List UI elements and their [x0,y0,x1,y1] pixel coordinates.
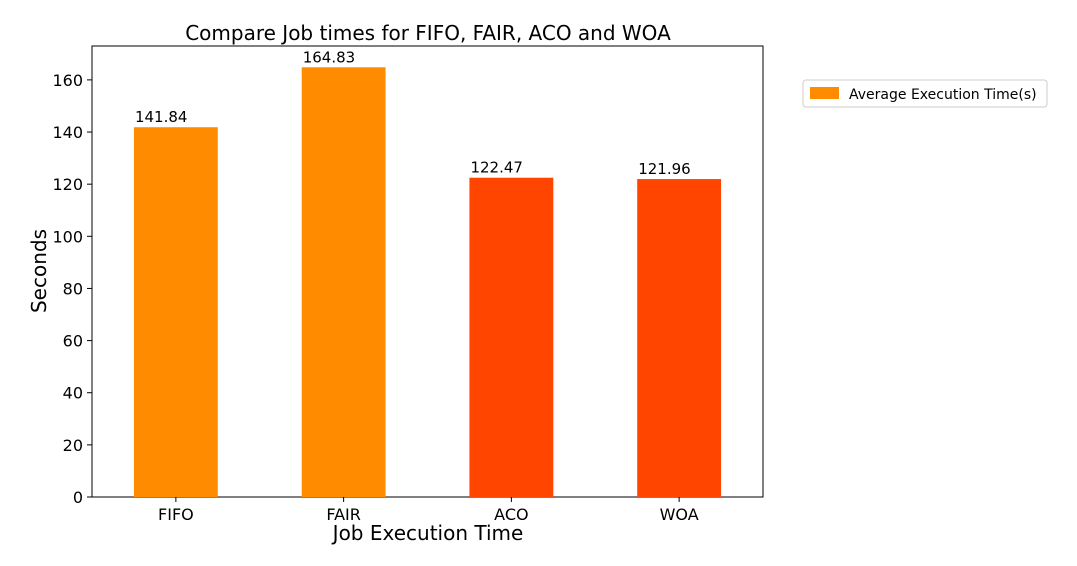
y-axis-title: Seconds [27,229,51,313]
x-axis: FIFO FAIR ACO WOA [158,497,699,524]
y-tick-label-100: 100 [52,227,83,246]
bar-aco [469,177,554,497]
y-tick-label-140: 140 [52,123,83,142]
legend: Average Execution Time(s) [802,79,1048,108]
data-label-aco: 122.47 [470,159,523,177]
y-tick-label-20: 20 [63,436,83,455]
legend-label: Average Execution Time(s) [849,87,1037,103]
legend-swatch [810,87,839,99]
plot-area [91,45,764,498]
y-axis: 0 20 40 60 80 100 120 140 160 [52,71,92,507]
y-tick-label-120: 120 [52,175,83,194]
y-tick-label-40: 40 [63,384,83,403]
chart-title: Compare Job times for FIFO, FAIR, ACO an… [185,21,671,45]
x-tick-label-aco: ACO [494,505,528,524]
bar-woa [637,179,722,497]
legend-frame [802,79,1048,108]
y-tick-label-0: 0 [73,488,83,507]
y-tick-label-80: 80 [63,279,83,298]
data-labels: 141.84 164.83 122.47 121.96 [135,48,691,178]
y-tick-label-60: 60 [63,332,83,351]
data-label-fifo: 141.84 [135,108,188,126]
bar-fair [301,67,386,497]
x-tick-label-woa: WOA [660,505,699,524]
data-label-fair: 164.83 [303,48,356,66]
x-tick-label-fifo: FIFO [158,505,194,524]
y-tick-label-160: 160 [52,71,83,90]
bar-fifo [133,127,218,497]
bars [133,67,722,497]
x-tick-label-fair: FAIR [326,505,361,524]
x-axis-title: Job Execution Time [331,521,524,545]
data-label-woa: 121.96 [638,160,691,178]
